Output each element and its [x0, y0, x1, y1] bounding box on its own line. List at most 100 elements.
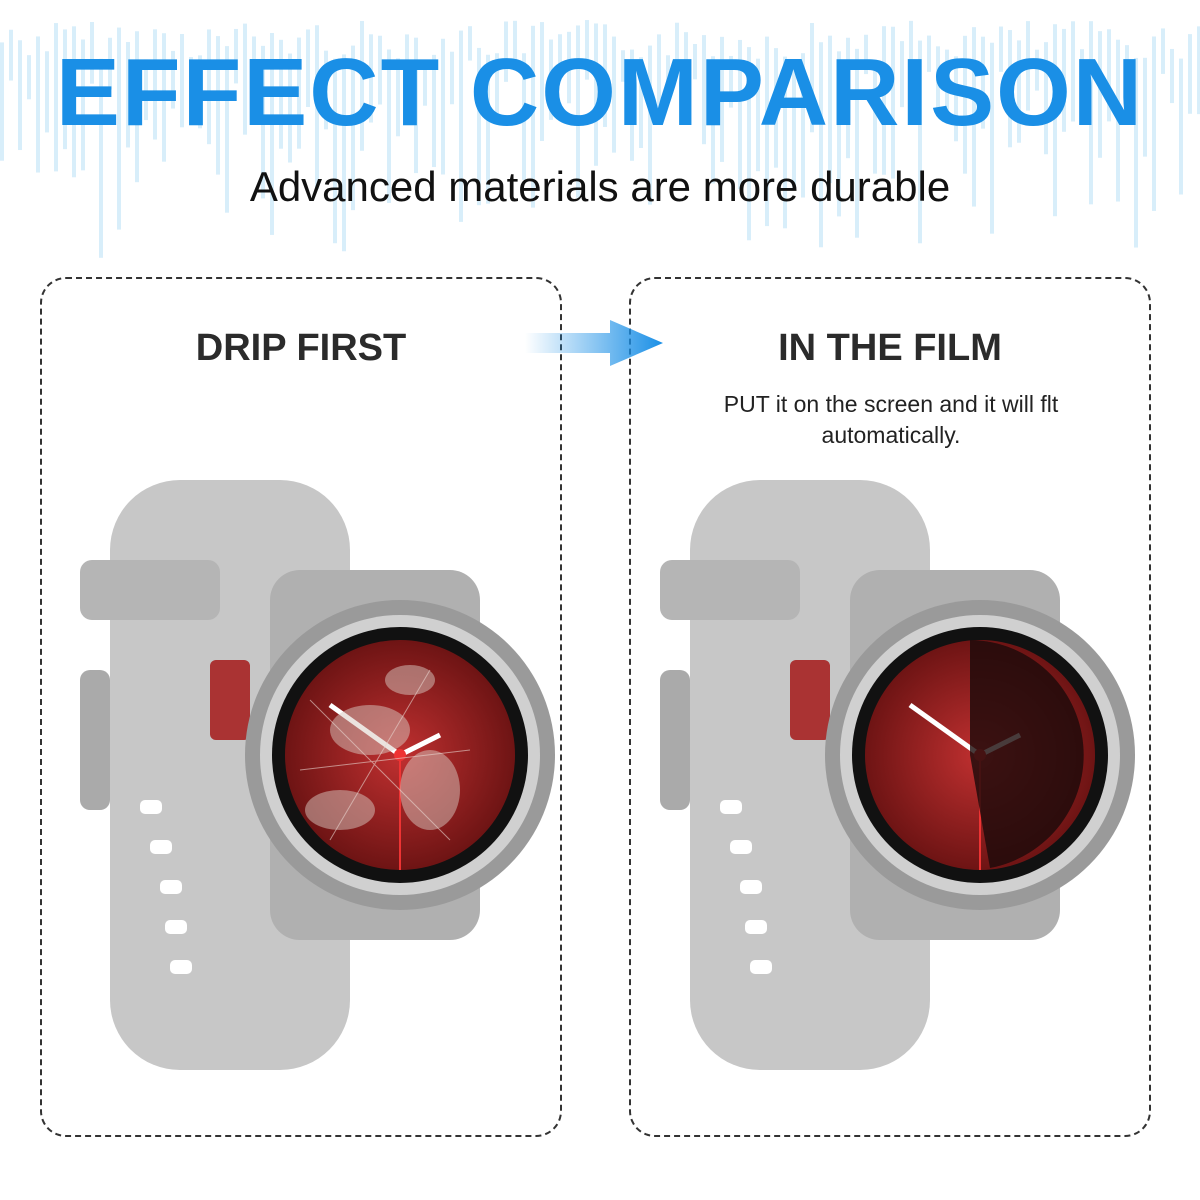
background-bar [288, 53, 292, 163]
watch-with-film [650, 480, 1150, 1080]
background-bar [882, 26, 886, 175]
background-bar [999, 26, 1003, 72]
background-bar [432, 54, 436, 168]
background-bar [828, 35, 832, 184]
background-bar [1053, 24, 1057, 217]
background-bar [1008, 30, 1012, 148]
scratches [299, 669, 471, 841]
background-bar [720, 36, 724, 162]
background-bar [927, 35, 931, 72]
background-bar [846, 37, 850, 159]
background-bar [810, 23, 814, 133]
background-bar [72, 26, 76, 178]
background-bar [1026, 21, 1030, 111]
background-bar [1116, 39, 1120, 202]
background-bar [657, 34, 661, 113]
background-bar [918, 40, 922, 244]
background-bar [0, 42, 4, 161]
background-bar [729, 55, 733, 108]
background-bar [396, 58, 400, 137]
background-bar [450, 51, 454, 105]
background-bar [549, 39, 553, 120]
background-bar [513, 20, 517, 66]
background-bar [369, 34, 373, 123]
background-bars-decoration [0, 20, 1200, 258]
background-bar [99, 58, 103, 258]
background-bar [180, 34, 184, 128]
background-bar [198, 55, 202, 129]
background-bar [675, 22, 679, 68]
background-bar [684, 32, 688, 96]
watch-dirty-screen [70, 480, 570, 1080]
background-bar [765, 36, 769, 227]
page-title: EFFECT COMPARISON [55, 39, 1145, 146]
background-bar [63, 29, 67, 150]
background-bar [567, 31, 571, 104]
background-bar [360, 20, 364, 151]
background-bar [531, 25, 535, 208]
dirt-smudges [305, 665, 460, 830]
background-bar [639, 57, 643, 149]
background-bar [774, 48, 778, 168]
background-bar [900, 41, 904, 108]
background-bar [711, 56, 715, 184]
background-bar [540, 22, 544, 142]
background-bar [351, 45, 355, 211]
background-bar [864, 34, 868, 75]
background-bar [819, 42, 823, 248]
background-bar [306, 29, 310, 107]
background-bar [522, 53, 526, 180]
background-bar [441, 38, 445, 175]
background-bar [162, 33, 166, 162]
background-bar [594, 23, 598, 166]
background-bar [558, 34, 562, 76]
arrow-right-icon [525, 320, 663, 366]
background-bar [702, 35, 706, 145]
background-bar [225, 46, 229, 213]
background-bar [585, 20, 589, 80]
background-bar [756, 58, 760, 172]
background-bar [1080, 49, 1084, 103]
background-bar [45, 51, 49, 133]
background-bar [279, 39, 283, 149]
background-bar [972, 27, 976, 207]
background-bar [747, 47, 751, 241]
background-bar [486, 54, 490, 204]
background-bar [36, 36, 40, 173]
background-bar [1197, 26, 1200, 115]
background-bar [603, 24, 607, 127]
background-bar [1125, 45, 1129, 117]
background-bar [1017, 40, 1021, 143]
background-bar [855, 48, 859, 238]
background-bar [576, 25, 580, 198]
background-bar [621, 50, 625, 82]
background-bar [405, 34, 409, 66]
background-bar [189, 57, 193, 102]
background-bar [54, 23, 58, 172]
background-bar [495, 53, 499, 125]
background-bar [90, 22, 94, 84]
background-bar [738, 39, 742, 190]
background-bar [981, 36, 985, 129]
background-bar [135, 31, 139, 183]
background-bar [261, 45, 265, 199]
film-overlay [970, 640, 1084, 868]
background-bar [792, 59, 796, 188]
background-bar [477, 47, 481, 206]
page-subtitle: Advanced materials are more durable [249, 163, 951, 210]
background-bar [414, 37, 418, 174]
background-bar [423, 59, 427, 106]
background-bar [648, 45, 652, 205]
background-bar [1143, 57, 1147, 157]
background-bar [891, 26, 895, 179]
background-bar [9, 29, 13, 81]
background-bar [1035, 49, 1039, 91]
background-bar [504, 21, 508, 82]
background-bar [990, 42, 994, 234]
panel-title: IN THE FILM [778, 327, 1002, 369]
background-bar [234, 28, 238, 84]
background-bar [954, 56, 958, 142]
background-bar [963, 35, 967, 174]
background-bar [1134, 57, 1138, 248]
background-bar [387, 49, 391, 203]
